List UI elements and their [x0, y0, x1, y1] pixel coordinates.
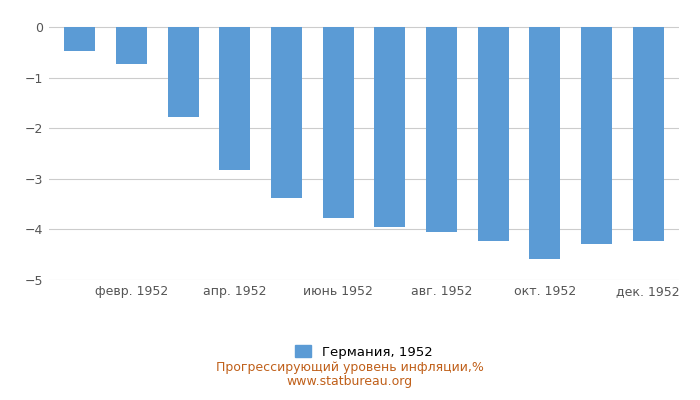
Text: www.statbureau.org: www.statbureau.org — [287, 375, 413, 388]
Bar — [426, 27, 457, 232]
Bar — [271, 27, 302, 198]
Bar — [116, 27, 147, 64]
Bar — [323, 27, 354, 218]
Bar — [477, 27, 509, 240]
Bar — [168, 27, 199, 117]
Bar — [374, 27, 405, 227]
Bar — [529, 27, 560, 259]
Legend: Германия, 1952: Германия, 1952 — [290, 340, 438, 364]
Bar — [633, 27, 664, 240]
Bar — [64, 27, 95, 52]
Text: Прогрессирующий уровень инфляции,%: Прогрессирующий уровень инфляции,% — [216, 361, 484, 374]
Bar — [219, 27, 251, 170]
Bar — [581, 27, 612, 244]
